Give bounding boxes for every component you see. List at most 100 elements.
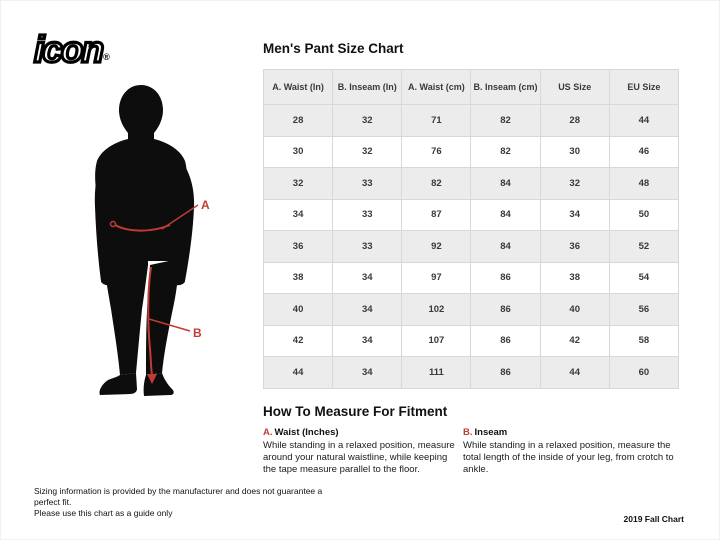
column-header: A. Waist (cm)	[401, 69, 472, 105]
registered-trademark-symbol: ®	[103, 52, 110, 62]
table-cell: 32	[332, 135, 403, 168]
table-cell: 46	[608, 135, 680, 168]
table-cell: 36	[539, 230, 610, 263]
header-row: A. Waist (In) B. Inseam (In) A. Waist (cm)…	[262, 69, 680, 105]
table-cell: 86	[470, 356, 541, 389]
table-cell: 33	[332, 167, 403, 200]
measure-description-inseam: While standing in a relaxed position, me…	[463, 439, 674, 475]
table-cell: 38	[262, 261, 334, 294]
measurement-figure: A B	[58, 81, 243, 413]
measure-title-text-inseam: Inseam	[474, 426, 508, 438]
male-silhouette-graphic: A B	[94, 85, 210, 396]
column-header: EU Size	[608, 69, 680, 105]
waist-line-end-circle	[109, 220, 117, 228]
measure-description-waist: While standing in a relaxed position, me…	[263, 439, 455, 475]
table-row: 28 32 71 82 28 44	[262, 104, 680, 137]
how-to-measure-section: How To Measure For Fitment A. Waist (Inch…	[263, 404, 683, 476]
male-silhouette	[94, 85, 195, 396]
table-cell: 34	[539, 198, 610, 231]
inseam-callout-pointer	[148, 318, 191, 332]
measure-instruction-inseam: B. Inseam While standing in a relaxed pos…	[463, 427, 683, 476]
how-to-heading: How To Measure For Fitment	[263, 403, 448, 419]
column-header: B. Inseam (cm)	[470, 69, 541, 105]
table-cell: 107	[401, 324, 472, 357]
table-cell: 71	[401, 104, 472, 137]
table-cell: 33	[332, 230, 403, 263]
table-cell: 82	[401, 167, 472, 200]
table-cell: 82	[470, 104, 541, 137]
icon-brand-logo: icon®	[32, 29, 110, 70]
table-cell: 56	[608, 293, 680, 326]
measure-prefix-a: A.	[263, 426, 273, 438]
table-row: 32 33 82 84 32 48	[262, 167, 680, 200]
table-cell: 48	[608, 167, 680, 200]
inseam-label-b: B	[193, 326, 202, 340]
measure-title-waist: A. Waist (Inches)	[263, 427, 461, 438]
table-cell: 34	[262, 198, 334, 231]
table-row: 38 34 97 86 38 54	[262, 261, 680, 294]
table-cell: 34	[332, 261, 403, 294]
size-table-header: A. Waist (In) B. Inseam (In) A. Waist (cm)…	[262, 69, 680, 105]
table-cell: 54	[608, 261, 680, 294]
table-cell: 52	[608, 230, 680, 263]
measure-title-text-waist: Waist (Inches)	[274, 426, 339, 438]
waist-callout-pointer	[161, 204, 199, 230]
table-cell: 86	[470, 324, 541, 357]
chart-version-label: 2019 Fall Chart	[623, 514, 684, 524]
table-cell: 44	[262, 356, 334, 389]
table-cell: 111	[401, 356, 472, 389]
table-cell: 30	[262, 135, 334, 168]
chart-content: Men's Pant Size Chart A. Waist (In) B. In…	[262, 41, 683, 476]
table-cell: 86	[470, 293, 541, 326]
column-header: A. Waist (In)	[262, 69, 334, 105]
table-cell: 32	[262, 167, 334, 200]
column-header: US Size	[539, 69, 610, 105]
table-cell: 36	[262, 230, 334, 263]
page-title: Men's Pant Size Chart	[263, 41, 404, 56]
table-cell: 44	[608, 104, 680, 137]
logo-wordmark: icon	[32, 29, 105, 70]
table-cell: 50	[608, 198, 680, 231]
table-cell: 32	[539, 167, 610, 200]
table-cell: 28	[539, 104, 610, 137]
table-cell: 34	[332, 324, 403, 357]
inseam-measure-line	[147, 266, 153, 376]
table-cell: 60	[608, 356, 680, 389]
size-table: A. Waist (In) B. Inseam (In) A. Waist (cm)…	[262, 69, 680, 389]
size-table-body: 28 32 71 82 28 44 30 32 76 82 30 46 32 33 82 84 32 48 34 33…	[262, 104, 680, 389]
measure-title-inseam: B. Inseam	[463, 427, 683, 438]
table-cell: 82	[470, 135, 541, 168]
measure-instruction-waist: A. Waist (Inches) While standing in a rel…	[263, 427, 461, 476]
disclaimer-line-2: Please use this chart as a guide only	[34, 508, 173, 519]
table-cell: 34	[332, 293, 403, 326]
table-row: 42 34 107 86 42 58	[262, 324, 680, 357]
table-cell: 84	[470, 230, 541, 263]
table-cell: 92	[401, 230, 472, 263]
table-cell: 42	[539, 324, 610, 357]
table-cell: 40	[539, 293, 610, 326]
table-cell: 76	[401, 135, 472, 168]
table-row: 30 32 76 82 30 46	[262, 135, 680, 168]
table-cell: 84	[470, 167, 541, 200]
inseam-arrowhead	[147, 374, 157, 384]
table-cell: 34	[332, 356, 403, 389]
table-cell: 33	[332, 198, 403, 231]
table-cell: 84	[470, 198, 541, 231]
table-row: 36 33 92 84 36 52	[262, 230, 680, 263]
table-cell: 97	[401, 261, 472, 294]
table-cell: 42	[262, 324, 334, 357]
table-cell: 87	[401, 198, 472, 231]
sizing-disclaimer: Sizing information is provided by the ma…	[34, 486, 334, 519]
disclaimer-line-1: Sizing information is provided by the ma…	[34, 486, 323, 508]
table-cell: 28	[262, 104, 334, 137]
table-cell: 102	[401, 293, 472, 326]
table-cell: 44	[539, 356, 610, 389]
column-header: B. Inseam (In)	[332, 69, 403, 105]
table-cell: 32	[332, 104, 403, 137]
table-cell: 38	[539, 261, 610, 294]
table-row: 44 34 111 86 44 60	[262, 356, 680, 389]
table-cell: 30	[539, 135, 610, 168]
table-cell: 40	[262, 293, 334, 326]
waist-label-a: A	[201, 198, 210, 212]
